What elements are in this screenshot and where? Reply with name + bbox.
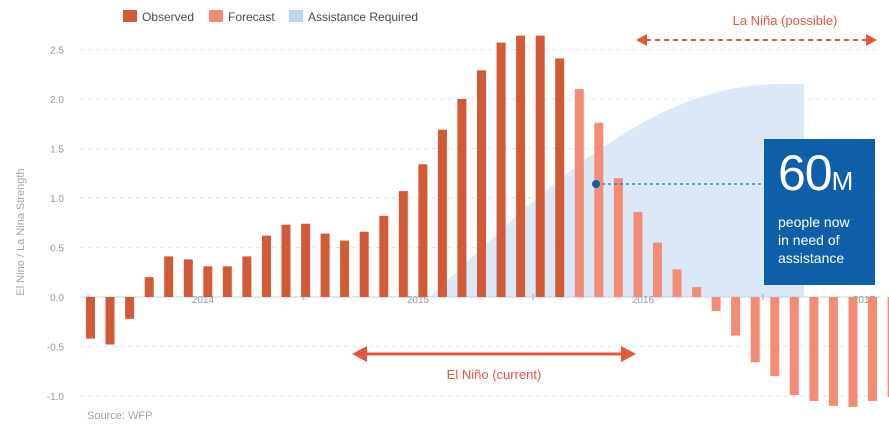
bars (86, 35, 889, 407)
callout-text: people now in need of assistance (778, 213, 865, 267)
y-tick-label: 0.5 (50, 244, 64, 255)
bar-forecast (789, 297, 799, 395)
x-tick-label: 2017 (853, 295, 876, 306)
bar-observed (457, 99, 467, 297)
bar-observed (555, 58, 565, 298)
bar-forecast (594, 122, 604, 297)
y-tick-label: -1.0 (47, 392, 65, 403)
bar-forecast (887, 297, 889, 397)
x-tick-label: 2014 (192, 295, 215, 306)
bar-forecast (809, 297, 819, 401)
y-tick-label: 1.0 (50, 194, 64, 205)
bar-observed (359, 231, 369, 297)
el-nino-arrowhead-left (352, 346, 367, 362)
bar-observed (222, 266, 232, 297)
bar-observed (242, 256, 252, 297)
legend-label-forecast: Forecast (228, 10, 275, 24)
bar-observed (496, 42, 506, 297)
y-axis-ticks: 2.5 2.0 1.5 1.0 0.5 0.0 -0.5 -1.0 (47, 46, 65, 404)
bar-observed (164, 256, 174, 297)
y-tick-label: 2.0 (50, 95, 64, 106)
callout-text-line-1: people now (778, 214, 850, 230)
source-note: Source: WFP (87, 410, 152, 422)
bar-observed (437, 129, 447, 297)
callout-text-line-2: in need of (778, 232, 840, 248)
legend: Observed Forecast Assistance Required (123, 10, 418, 24)
y-axis-label: El Nino / La Nina Strength (15, 168, 27, 295)
bar-observed (398, 191, 408, 297)
assistance-callout: 60M people now in need of assistance (764, 139, 875, 285)
callout-number: 60 (778, 145, 833, 201)
bar-observed (535, 35, 545, 297)
el-nino-annotation: El Niño (current) (352, 346, 636, 382)
bar-forecast (731, 297, 741, 336)
bar-observed (320, 233, 330, 297)
legend-swatch-observed (123, 10, 137, 22)
bar-forecast (672, 269, 682, 297)
legend-label-assistance: Assistance Required (308, 10, 418, 24)
bar-observed (379, 215, 389, 297)
la-nina-annotation: La Niña (possible) (636, 13, 877, 46)
bar-observed (105, 297, 115, 345)
bar-observed (262, 235, 271, 297)
bar-observed (301, 223, 311, 297)
bar-forecast (574, 89, 584, 297)
y-tick-label: -0.5 (47, 343, 65, 354)
bar-observed (86, 297, 95, 339)
y-tick-label: 0.0 (50, 293, 64, 304)
callout-text-line-3: assistance (778, 250, 845, 266)
x-tick-label: 2015 (407, 295, 430, 306)
legend-label-observed: Observed (142, 10, 194, 24)
bar-observed (183, 259, 193, 297)
bar-observed (203, 266, 213, 297)
bar-forecast (633, 211, 643, 297)
bar-forecast (828, 297, 838, 406)
bar-observed (340, 240, 350, 297)
bar-forecast (848, 297, 858, 407)
bar-forecast (868, 297, 877, 401)
bar-observed (516, 35, 526, 297)
el-nino-label: El Niño (current) (447, 367, 542, 382)
el-nino-arrowhead-right (621, 346, 636, 362)
callout-pointer-dot (592, 180, 600, 188)
y-tick-label: 1.5 (50, 145, 64, 156)
bar-observed (125, 297, 135, 319)
bar-observed (477, 70, 486, 297)
bar-forecast (770, 297, 780, 377)
bar-forecast (692, 287, 702, 297)
la-nina-arrowhead-right (866, 34, 877, 46)
bar-forecast (613, 178, 623, 297)
bar-forecast (653, 242, 662, 298)
callout-figure: 60M (778, 147, 865, 207)
x-tick-label: 2016 (632, 295, 655, 306)
bar-observed (281, 224, 291, 297)
la-nina-arrowhead-left (636, 34, 647, 46)
bar-observed (144, 277, 154, 297)
bar-observed (418, 164, 428, 297)
la-nina-label: La Niña (possible) (733, 13, 838, 28)
bar-forecast (750, 297, 760, 363)
legend-swatch-assistance (289, 10, 303, 22)
callout-unit: M (831, 166, 854, 196)
bar-forecast (711, 297, 721, 311)
y-tick-label: 2.5 (50, 46, 64, 57)
legend-swatch-forecast (209, 10, 223, 22)
